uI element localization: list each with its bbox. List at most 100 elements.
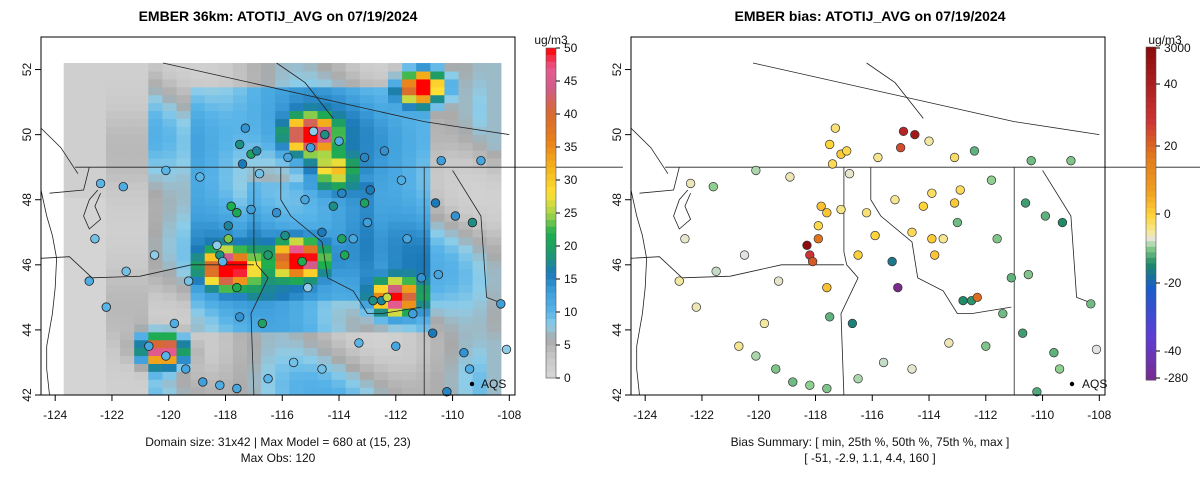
grid-cell: [373, 110, 389, 119]
colorbar-segment: [1146, 85, 1156, 92]
grid-cell: [289, 94, 305, 104]
grid-cell: [148, 292, 164, 301]
grid-cell: [317, 331, 333, 341]
grid-cell: [63, 78, 79, 88]
grid-cell: [416, 126, 431, 135]
grid-cell: [275, 94, 290, 104]
monitor-site: [368, 295, 378, 306]
grid-cell: [120, 300, 135, 309]
grid-cell: [444, 308, 460, 317]
grid-cell: [345, 284, 361, 293]
grid-cell: [303, 173, 319, 183]
colorbar-segment: [1146, 330, 1156, 337]
colorbar-segment: [1146, 47, 1156, 54]
grid-cell: [77, 252, 93, 262]
colorbar-segment: [546, 140, 556, 148]
grid-cell: [458, 355, 474, 364]
grid-cell: [247, 110, 262, 119]
grid-cell: [148, 323, 164, 333]
monitor-site: [280, 230, 290, 241]
grid-cell: [486, 347, 502, 357]
grid-cell: [388, 86, 403, 96]
grid-cell: [303, 355, 319, 364]
grid-cell: [218, 63, 234, 72]
grid-cell: [204, 157, 220, 167]
grid-cell: [91, 229, 107, 238]
grid-cell: [472, 94, 488, 104]
grid-cell: [402, 339, 417, 349]
grid-cell: [204, 86, 220, 96]
grid-cell: [458, 165, 474, 175]
monitor-site: [144, 341, 154, 351]
grid-cell: [472, 355, 488, 364]
grid-cell: [204, 268, 220, 278]
grid-cell: [176, 149, 192, 159]
grid-cell: [148, 339, 164, 349]
colorbar-segment: [546, 206, 556, 214]
colorbar-segment: [546, 133, 556, 141]
grid-cell: [486, 260, 502, 270]
monitor-site: [121, 266, 131, 277]
grid-cell: [416, 142, 431, 151]
grid-cell: [261, 268, 276, 278]
grid-cell: [359, 213, 375, 222]
grid-cell: [430, 292, 446, 301]
grid-cell: [63, 157, 79, 167]
grid-cell: [303, 165, 319, 175]
grid-cell: [247, 236, 262, 246]
grid-cell: [148, 70, 164, 80]
grid-cell: [120, 149, 135, 159]
grid-cell: [444, 284, 460, 293]
grid-cell: [416, 189, 431, 199]
grid-cell: [472, 347, 488, 357]
grid-cell: [472, 308, 488, 317]
grid-cell: [331, 315, 347, 325]
grid-cell: [402, 363, 417, 372]
grid-cell: [261, 142, 276, 151]
grid-cell: [359, 308, 375, 317]
grid-cell: [402, 300, 417, 309]
grid-cell: [63, 86, 79, 96]
grid-cell: [176, 70, 192, 80]
grid-cell: [472, 244, 488, 254]
grid-cell: [331, 205, 347, 214]
grid-cell: [345, 252, 361, 262]
grid-cell: [402, 78, 417, 88]
grid-cell: [162, 63, 178, 72]
grid-cell: [247, 94, 262, 104]
left-legend: AQS: [469, 377, 506, 391]
grid-cell: [402, 315, 417, 325]
grid-cell: [218, 229, 234, 238]
grid-cell: [373, 379, 389, 388]
x-tick-label: -118: [214, 408, 237, 422]
border-line: [639, 167, 680, 194]
grid-cell: [416, 86, 431, 96]
grid-cell: [345, 379, 361, 388]
grid-cell: [331, 284, 347, 293]
border-line: [1042, 170, 1094, 305]
grid-cell: [331, 323, 347, 333]
grid-cell: [430, 308, 446, 317]
grid-cell: [472, 134, 488, 143]
grid-cell: [458, 244, 474, 254]
grid-cell: [190, 181, 206, 191]
grid-cell: [63, 347, 79, 357]
grid-cell: [91, 308, 107, 317]
grid-cell: [317, 268, 333, 278]
grid-cell: [176, 110, 192, 119]
bias-point: [822, 383, 832, 394]
grid-cell: [275, 189, 290, 199]
grid-cell: [331, 371, 347, 380]
grid-cell: [444, 205, 460, 214]
grid-cell: [204, 387, 220, 396]
grid-cell: [261, 102, 276, 112]
grid-cell: [63, 213, 79, 222]
bias-point: [773, 276, 784, 286]
grid-cell: [120, 387, 135, 396]
grid-cell: [190, 292, 206, 301]
grid-cell: [472, 379, 488, 388]
grid-cell: [218, 197, 234, 206]
colorbar-segment: [1146, 318, 1156, 325]
grid-cell: [120, 63, 135, 72]
grid-cell: [148, 347, 164, 357]
